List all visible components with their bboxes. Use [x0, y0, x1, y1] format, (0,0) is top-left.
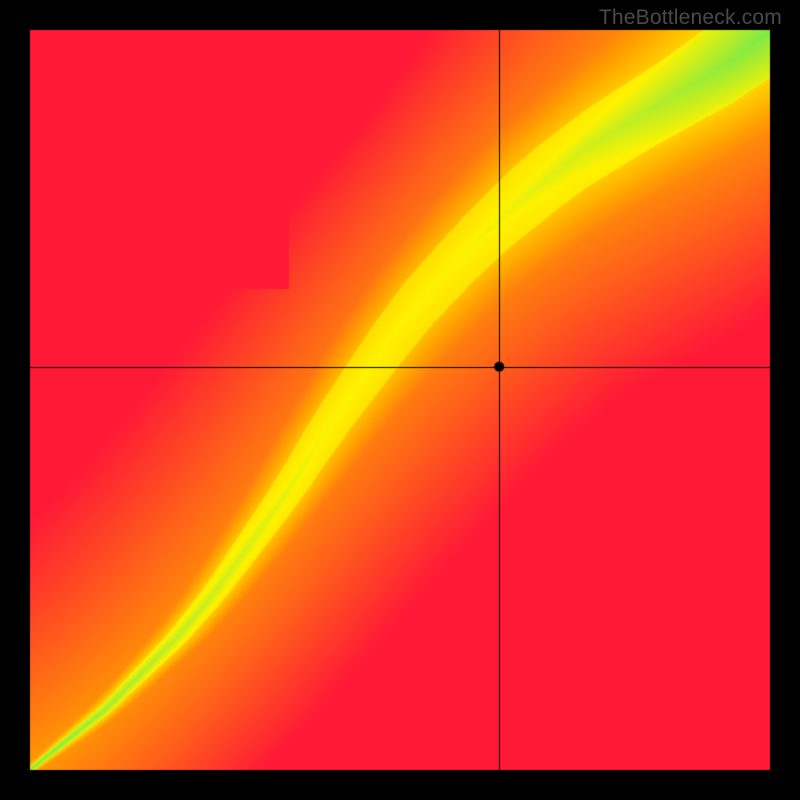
- watermark-label: TheBottleneck.com: [599, 6, 782, 30]
- chart-container: TheBottleneck.com: [0, 0, 800, 800]
- bottleneck-heatmap: [0, 0, 800, 800]
